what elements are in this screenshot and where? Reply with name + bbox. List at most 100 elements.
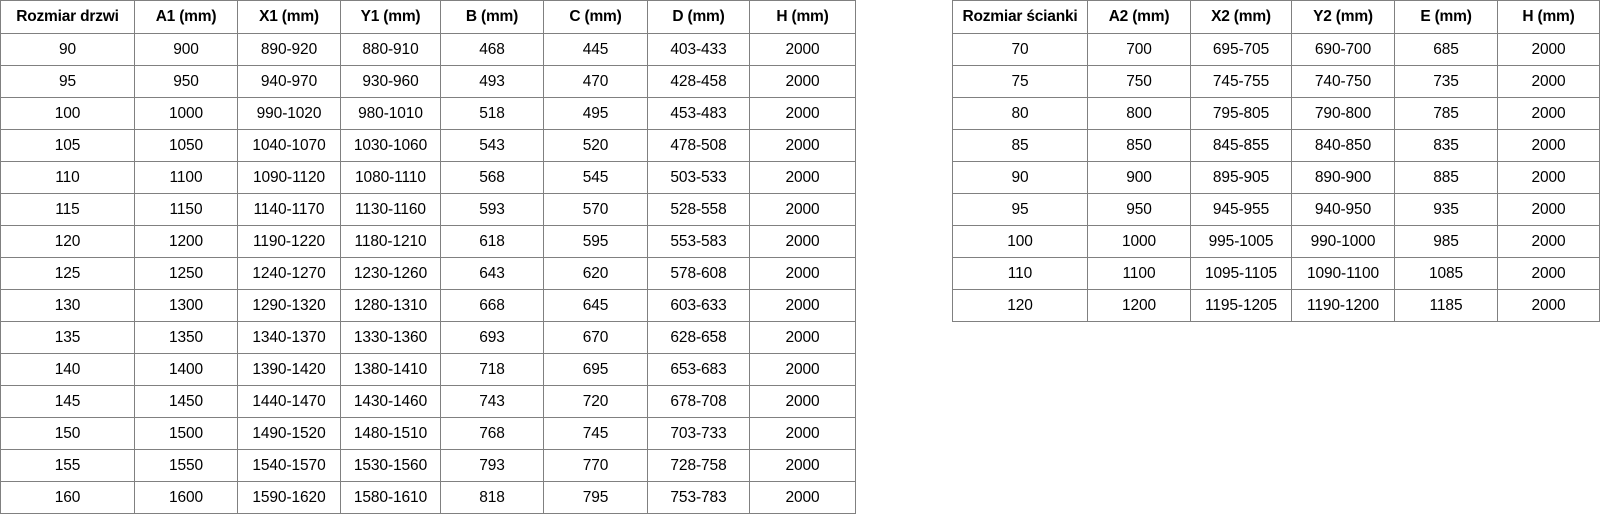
table-row: 130 1300 1290-1320 1280-1310 668 645 603-633 20… [0, 289, 856, 322]
table-cell: 745 [543, 417, 648, 450]
table-cell: 543 [440, 129, 544, 162]
table-cell: 670 [543, 321, 648, 354]
table-cell: 2000 [1497, 289, 1600, 322]
table-row: 160 1600 1590-1620 1580-1610 818 795 753-783 20… [0, 481, 856, 514]
table-cell: 105 [0, 129, 135, 162]
table-cell: 1500 [134, 417, 238, 450]
table-cell: 728-758 [647, 449, 750, 482]
table-cell: 1400 [134, 353, 238, 386]
table-cell: 800 [1087, 97, 1191, 130]
table-cell: 940-950 [1291, 193, 1395, 226]
table-row: 120 1200 1190-1220 1180-1210 618 595 553-583 20… [0, 225, 856, 258]
table-row: 90 900 895-905 890-900 885 2000 [952, 161, 1600, 194]
table-cell: 890-900 [1291, 161, 1395, 194]
table-cell: 1280-1310 [340, 289, 441, 322]
table-cell: 690-700 [1291, 33, 1395, 66]
table-cell: 768 [440, 417, 544, 450]
table-cell: 1195-1205 [1190, 289, 1292, 322]
table-cell: 1340-1370 [237, 321, 341, 354]
table-row: 135 1350 1340-1370 1330-1360 693 670 628-658 20… [0, 321, 856, 354]
table-row: 100 1000 995-1005 990-1000 985 2000 [952, 225, 1600, 258]
column-header: A2 (mm) [1087, 0, 1191, 34]
table-cell: 795 [543, 481, 648, 514]
table-row: 85 850 845-855 840-850 835 2000 [952, 129, 1600, 162]
table-cell: 695-705 [1190, 33, 1292, 66]
table-cell: 845-855 [1190, 129, 1292, 162]
table-header-row: Rozmiar ścianki A2 (mm) X2 (mm) Y2 (mm) E (m… [952, 0, 1600, 34]
table-cell: 695 [543, 353, 648, 386]
table-cell: 2000 [749, 353, 856, 386]
table-cell: 453-483 [647, 97, 750, 130]
table-cell: 795-805 [1190, 97, 1292, 130]
table-cell: 890-920 [237, 33, 341, 66]
table-cell: 703-733 [647, 417, 750, 450]
table-cell: 1300 [134, 289, 238, 322]
table-cell: 1390-1420 [237, 353, 341, 386]
table-cell: 595 [543, 225, 648, 258]
table-cell: 503-533 [647, 161, 750, 194]
column-header: D (mm) [647, 0, 750, 34]
table-cell: 1185 [1394, 289, 1498, 322]
table-cell: 990-1020 [237, 97, 341, 130]
table-cell: 1000 [1087, 225, 1191, 258]
table-cell: 2000 [749, 97, 856, 130]
table-cell: 2000 [749, 321, 856, 354]
table-cell: 678-708 [647, 385, 750, 418]
table-cell: 2000 [1497, 33, 1600, 66]
table-cell: 1150 [134, 193, 238, 226]
table-cell: 2000 [1497, 97, 1600, 130]
table-cell: 2000 [749, 33, 856, 66]
table-cell: 1090-1100 [1291, 257, 1395, 290]
table-cell: 880-910 [340, 33, 441, 66]
table-row: 110 1100 1090-1120 1080-1110 568 545 503-533 20… [0, 161, 856, 194]
table-cell: 818 [440, 481, 544, 514]
table-cell: 135 [0, 321, 135, 354]
table-cell: 2000 [1497, 193, 1600, 226]
table-cell: 520 [543, 129, 648, 162]
column-header: H (mm) [749, 0, 856, 34]
table-cell: 1130-1160 [340, 193, 441, 226]
table-cell: 2000 [749, 289, 856, 322]
table-cell: 493 [440, 65, 544, 98]
table-cell: 115 [0, 193, 135, 226]
table-row: 140 1400 1390-1420 1380-1410 718 695 653-683 20… [0, 353, 856, 386]
table-cell: 945-955 [1190, 193, 1292, 226]
table-cell: 2000 [749, 481, 856, 514]
column-header: Y1 (mm) [340, 0, 441, 34]
table-cell: 150 [0, 417, 135, 450]
table-cell: 1000 [134, 97, 238, 130]
table-cell: 628-658 [647, 321, 750, 354]
table-cell: 743 [440, 385, 544, 418]
column-header: Rozmiar drzwi [0, 0, 135, 34]
table-cell: 1050 [134, 129, 238, 162]
table-cell: 1330-1360 [340, 321, 441, 354]
column-header: B (mm) [440, 0, 544, 34]
table-cell: 2000 [749, 417, 856, 450]
table-cell: 643 [440, 257, 544, 290]
table-cell: 1095-1105 [1190, 257, 1292, 290]
table-cell: 793 [440, 449, 544, 482]
table-cell: 1540-1570 [237, 449, 341, 482]
table-cell: 720 [543, 385, 648, 418]
table-cell: 2000 [749, 65, 856, 98]
table-cell: 518 [440, 97, 544, 130]
table-cell: 990-1000 [1291, 225, 1395, 258]
table-cell: 578-608 [647, 257, 750, 290]
door-table-body: 90 900 890-920 880-910 468 445 403-433 2000 95 95… [0, 33, 856, 514]
table-cell: 985 [1394, 225, 1498, 258]
door-dimensions-table: Rozmiar drzwi A1 (mm) X1 (mm) Y1 (mm) B (mm)… [0, 0, 856, 514]
table-cell: 950 [1087, 193, 1191, 226]
table-cell: 80 [952, 97, 1088, 130]
table-cell: 1250 [134, 257, 238, 290]
table-cell: 2000 [749, 193, 856, 226]
table-cell: 645 [543, 289, 648, 322]
table-cell: 1090-1120 [237, 161, 341, 194]
table-cell: 770 [543, 449, 648, 482]
table-cell: 740-750 [1291, 65, 1395, 98]
table-row: 145 1450 1440-1470 1430-1460 743 720 678-708 20… [0, 385, 856, 418]
table-cell: 2000 [749, 449, 856, 482]
table-cell: 470 [543, 65, 648, 98]
table-cell: 618 [440, 225, 544, 258]
table-cell: 130 [0, 289, 135, 322]
table-cell: 603-633 [647, 289, 750, 322]
